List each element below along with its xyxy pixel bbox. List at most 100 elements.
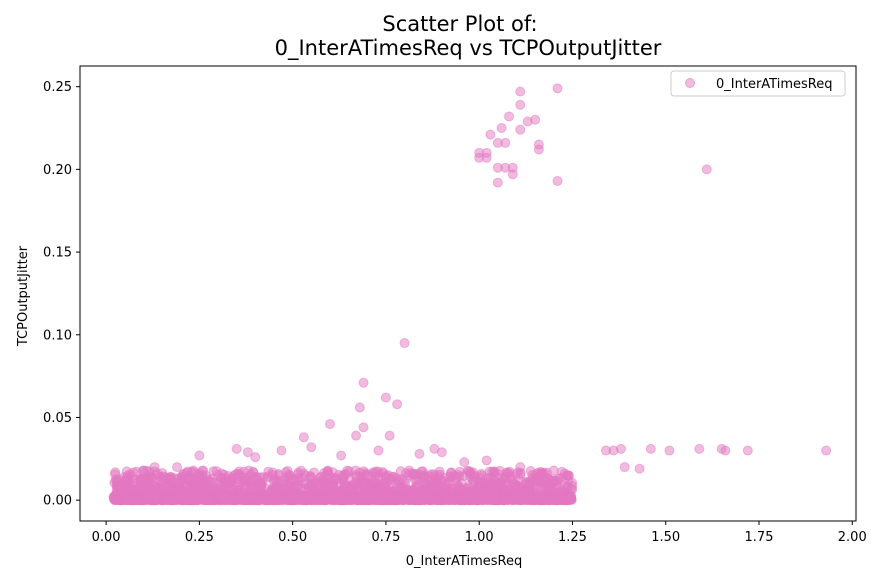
data-point [455,493,466,504]
data-point [246,492,257,503]
data-point [615,443,626,454]
data-point [500,137,511,148]
data-point [488,480,499,491]
data-point [701,164,712,175]
data-point [349,493,360,504]
data-point [235,492,246,503]
data-point [381,492,392,503]
data-point [533,476,544,487]
data-point [240,474,251,485]
data-point [231,443,242,454]
y-axis-label: TCPOutputJitter [16,245,31,347]
data-point [664,445,675,456]
data-point [399,338,410,349]
x-tick-label: 1.25 [558,530,587,545]
y-tick-label: 0.25 [43,80,72,95]
data-point [276,445,287,456]
data-point [149,462,160,473]
x-tick-label: 1.00 [465,530,494,545]
x-tick-label: 0.25 [185,530,214,545]
chart-title-line1: Scatter Plot of: [382,12,537,36]
data-point [369,476,380,487]
data-point [177,469,188,480]
x-tick-label: 0.50 [278,530,307,545]
data-point [545,475,556,486]
data-point [226,475,237,486]
data-point [463,466,474,477]
data-point [384,430,395,441]
data-point [322,465,333,476]
y-tick-label: 0.05 [43,411,72,426]
data-point [453,469,464,480]
data-point [552,175,563,186]
data-point [324,419,335,430]
data-point [242,447,253,458]
x-tick-label: 1.50 [651,530,680,545]
x-tick-label: 0.75 [371,530,400,545]
data-point [427,482,438,493]
data-point [351,430,362,441]
data-point [473,494,484,505]
data-point [489,466,500,477]
data-point [533,144,544,155]
data-point [286,474,297,485]
y-axis-ticks: 0.00 0.05 0.10 0.15 0.20 0.25 [43,80,80,509]
data-point [424,492,435,503]
data-point [351,471,362,482]
data-point [380,392,391,403]
data-point [547,494,558,505]
points-layer [108,83,832,506]
data-point [504,466,515,477]
legend: 0_InterATimesReq [670,70,846,97]
data-point [295,483,306,494]
data-point [408,468,419,479]
data-point [217,492,228,503]
data-point [358,422,369,433]
data-point [496,123,507,134]
data-point [429,471,440,482]
data-point [634,463,645,474]
data-point [329,493,340,504]
data-point [315,471,326,482]
data-point [275,475,286,486]
data-point [742,445,753,456]
data-point [490,491,501,502]
data-point [171,493,182,504]
data-point [124,494,135,505]
data-point [123,475,134,486]
y-tick-label: 0.00 [43,494,72,509]
legend-marker [685,78,695,88]
data-point [255,494,266,505]
data-point [499,494,510,505]
data-point [459,457,470,468]
data-point [508,493,519,504]
data-point [286,493,297,504]
data-point [298,432,309,443]
data-point [563,470,574,481]
data-point [619,462,630,473]
data-point [301,492,312,503]
data-point [305,470,316,481]
data-point [277,484,288,495]
y-tick-label: 0.10 [43,328,72,343]
data-point [344,466,355,477]
legend-box [670,70,846,97]
data-point [390,492,401,503]
data-point [406,492,417,503]
data-point [380,481,391,492]
data-point [197,465,208,476]
data-point [306,442,317,453]
data-point [203,476,214,487]
data-point [132,494,143,505]
data-point [393,475,404,486]
data-point [194,450,205,461]
data-point [373,466,384,477]
data-point [720,445,731,456]
data-point [504,111,515,122]
data-point [174,483,185,494]
data-point [645,443,656,454]
data-point [161,494,172,505]
data-point [139,475,150,486]
data-point [524,493,535,504]
